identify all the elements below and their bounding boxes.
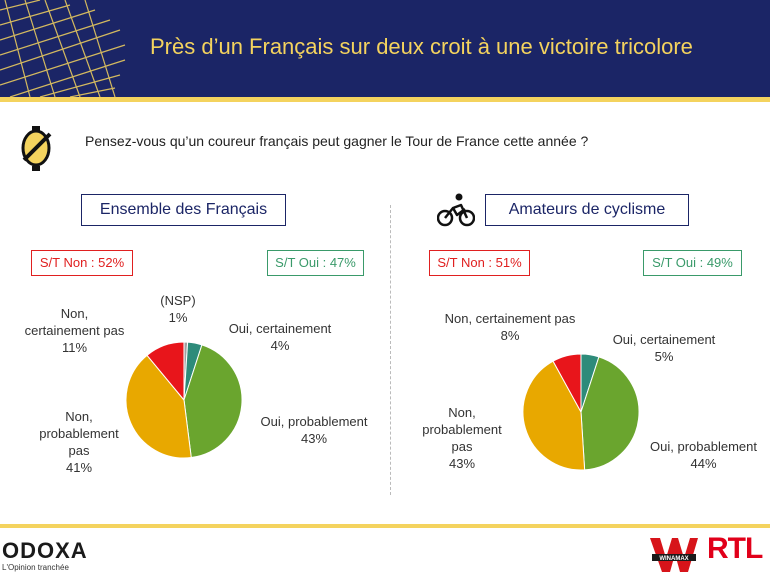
survey-question: Pensez-vous qu’un coureur français peut …: [85, 133, 589, 149]
label-non-probablement-right: Non, probablement pas 43%: [422, 405, 502, 471]
pie-left-slice-oui-probablement: [183, 344, 243, 459]
section-label-cycling-fans: Amateurs de cyclisme: [485, 194, 689, 226]
odoxa-tagline: L'Opinion tranchée: [2, 563, 69, 572]
label-non-certainement-left: Non, certainement pas 11%: [24, 306, 125, 355]
label-non-certainement-right: Non, certainement pas 8%: [444, 311, 576, 343]
pie-right-slice-non-probablement-pas: [522, 360, 586, 471]
odoxa-logo: ODOXA: [2, 538, 88, 563]
section-divider: [390, 205, 391, 495]
label-nsp-left: (NSP) 1%: [160, 293, 196, 325]
pie-chart-cycling-fans: [522, 353, 640, 471]
badge-total-oui-left: S/T Oui : 47%: [267, 250, 364, 276]
cyclist-icon: [437, 193, 475, 227]
label-oui-probablement-right: Oui, probablement 44%: [650, 439, 757, 471]
header-stripe: [0, 97, 770, 102]
rtl-logo: RTL: [707, 532, 763, 565]
decorative-pattern-icon: [0, 0, 126, 97]
label-oui-certainement-left: Oui, certainement 4%: [228, 321, 332, 353]
pie-left-slice-non-certainement-pas: [146, 341, 185, 402]
badge-total-oui-right: S/T Oui : 49%: [643, 250, 742, 276]
pie-right-slice-non-certainement-pas: [552, 353, 582, 413]
svg-text:WINAMAX: WINAMAX: [659, 556, 688, 562]
footer-stripe: [0, 524, 770, 528]
badge-total-non-left: S/T Non : 52%: [31, 250, 133, 276]
page-title: Près d’un Français sur deux croit à une …: [150, 34, 693, 59]
pie-left-slice-non-probablement-pas: [125, 354, 192, 459]
pie-right-slice-oui-probablement: [580, 356, 640, 471]
section-label-all-french: Ensemble des Français: [81, 194, 286, 226]
header-banner: Près d’un Français sur deux croit à une …: [0, 0, 770, 97]
label-oui-probablement-left: Oui, probablement 43%: [260, 414, 368, 446]
label-oui-certainement-right: Oui, certainement 5%: [612, 332, 716, 364]
pie-chart-all-french: [125, 341, 243, 459]
question-coin-icon: [21, 126, 52, 171]
badge-total-non-right: S/T Non : 51%: [429, 250, 530, 276]
winamax-logo: WINAMAX: [650, 538, 698, 572]
label-non-probablement-left: Non, probablement pas 41%: [39, 409, 119, 475]
